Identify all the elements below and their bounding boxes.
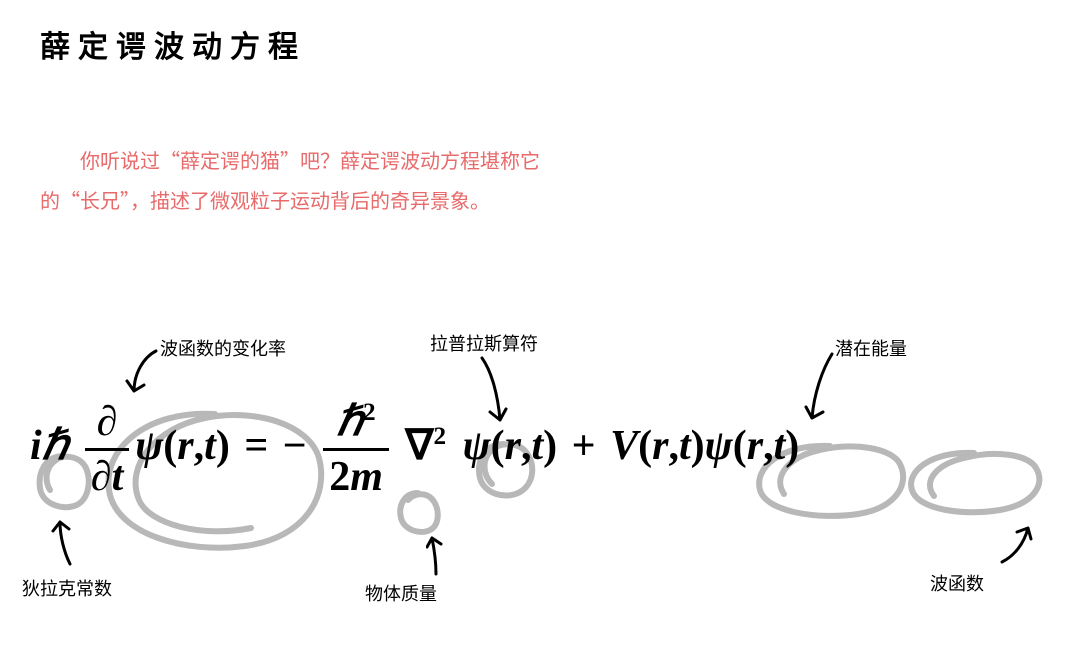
sym-hbar-2: ℏ (336, 399, 363, 445)
sym-r-1: r (177, 423, 193, 469)
sym-t-4: t (774, 423, 786, 469)
sup-2b: 2 (433, 423, 446, 450)
arrow-laplacian (468, 352, 518, 432)
sym-minus: − (283, 423, 307, 469)
comma-3: , (668, 423, 679, 469)
sym-eq: = (240, 423, 272, 469)
sup-2a: 2 (363, 399, 376, 426)
sym-i: i (30, 423, 42, 469)
sym-psi-1: ψ (135, 423, 163, 469)
sym-partial-bot: ∂ (91, 454, 112, 500)
sym-t-3: t (679, 423, 691, 469)
equation-container: iℏ ∂ ∂t ψ(r,t) = − ℏ2 2m ∇2 ψ(r,t) + V(r… (30, 400, 1050, 560)
sym-psi-3: ψ (705, 423, 733, 469)
intro-line-2: 的“长兄”，描述了微观粒子运动背后的奇异景象。 (40, 185, 490, 214)
sym-t-1: t (204, 423, 216, 469)
comma-1: , (194, 423, 205, 469)
arrow-dirac (46, 516, 86, 572)
schrodinger-equation: iℏ ∂ ∂t ψ(r,t) = − ℏ2 2m ∇2 ψ(r,t) + V(r… (30, 400, 1050, 499)
sym-nabla: ∇ (405, 423, 433, 469)
lparen-3: ( (638, 423, 652, 469)
rparen-4: ) (785, 423, 799, 469)
sym-hbar-1: ℏ (42, 423, 69, 469)
annot-mass: 物体质量 (365, 580, 437, 606)
comma-4: , (763, 423, 774, 469)
arrow-potential (796, 348, 846, 428)
page-title: 薛定谔波动方程 (40, 22, 306, 66)
arrow-rate (120, 345, 170, 405)
rparen-2: ) (543, 423, 557, 469)
annot-wavefn: 波函数 (930, 570, 984, 596)
arrow-mass (426, 534, 462, 582)
rparen-1: ) (216, 423, 230, 469)
comma-2: , (521, 423, 532, 469)
sym-plus: + (568, 423, 600, 469)
sym-partial-top: ∂ (97, 399, 118, 445)
sym-m: m (350, 454, 383, 500)
arrow-wavefn (996, 522, 1044, 570)
lparen-4: ( (733, 423, 747, 469)
sym-2: 2 (329, 454, 350, 500)
page-root: 薛定谔波动方程 你听说过“薛定谔的猫”吧？薛定谔波动方程堪称它 的“长兄”，描述… (0, 0, 1080, 650)
lparen-1: ( (163, 423, 177, 469)
annot-rate: 波函数的变化率 (160, 335, 286, 361)
sym-r-3: r (652, 423, 668, 469)
sym-t-2: t (532, 423, 544, 469)
intro-paragraph: 你听说过“薛定谔的猫”吧？薛定谔波动方程堪称它 的“长兄”，描述了微观粒子运动背… (40, 140, 640, 220)
frac-hbar2-2m: ℏ2 2m (323, 400, 389, 499)
intro-line-1: 你听说过“薛定谔的猫”吧？薛定谔波动方程堪称它 (80, 145, 540, 174)
frac-dpsi-dt: ∂ ∂t (85, 400, 129, 499)
annot-dirac: 狄拉克常数 (22, 575, 112, 601)
sym-r-4: r (747, 423, 763, 469)
sym-V: V (610, 423, 638, 469)
sym-t: t (112, 454, 124, 500)
rparen-3: ) (691, 423, 705, 469)
